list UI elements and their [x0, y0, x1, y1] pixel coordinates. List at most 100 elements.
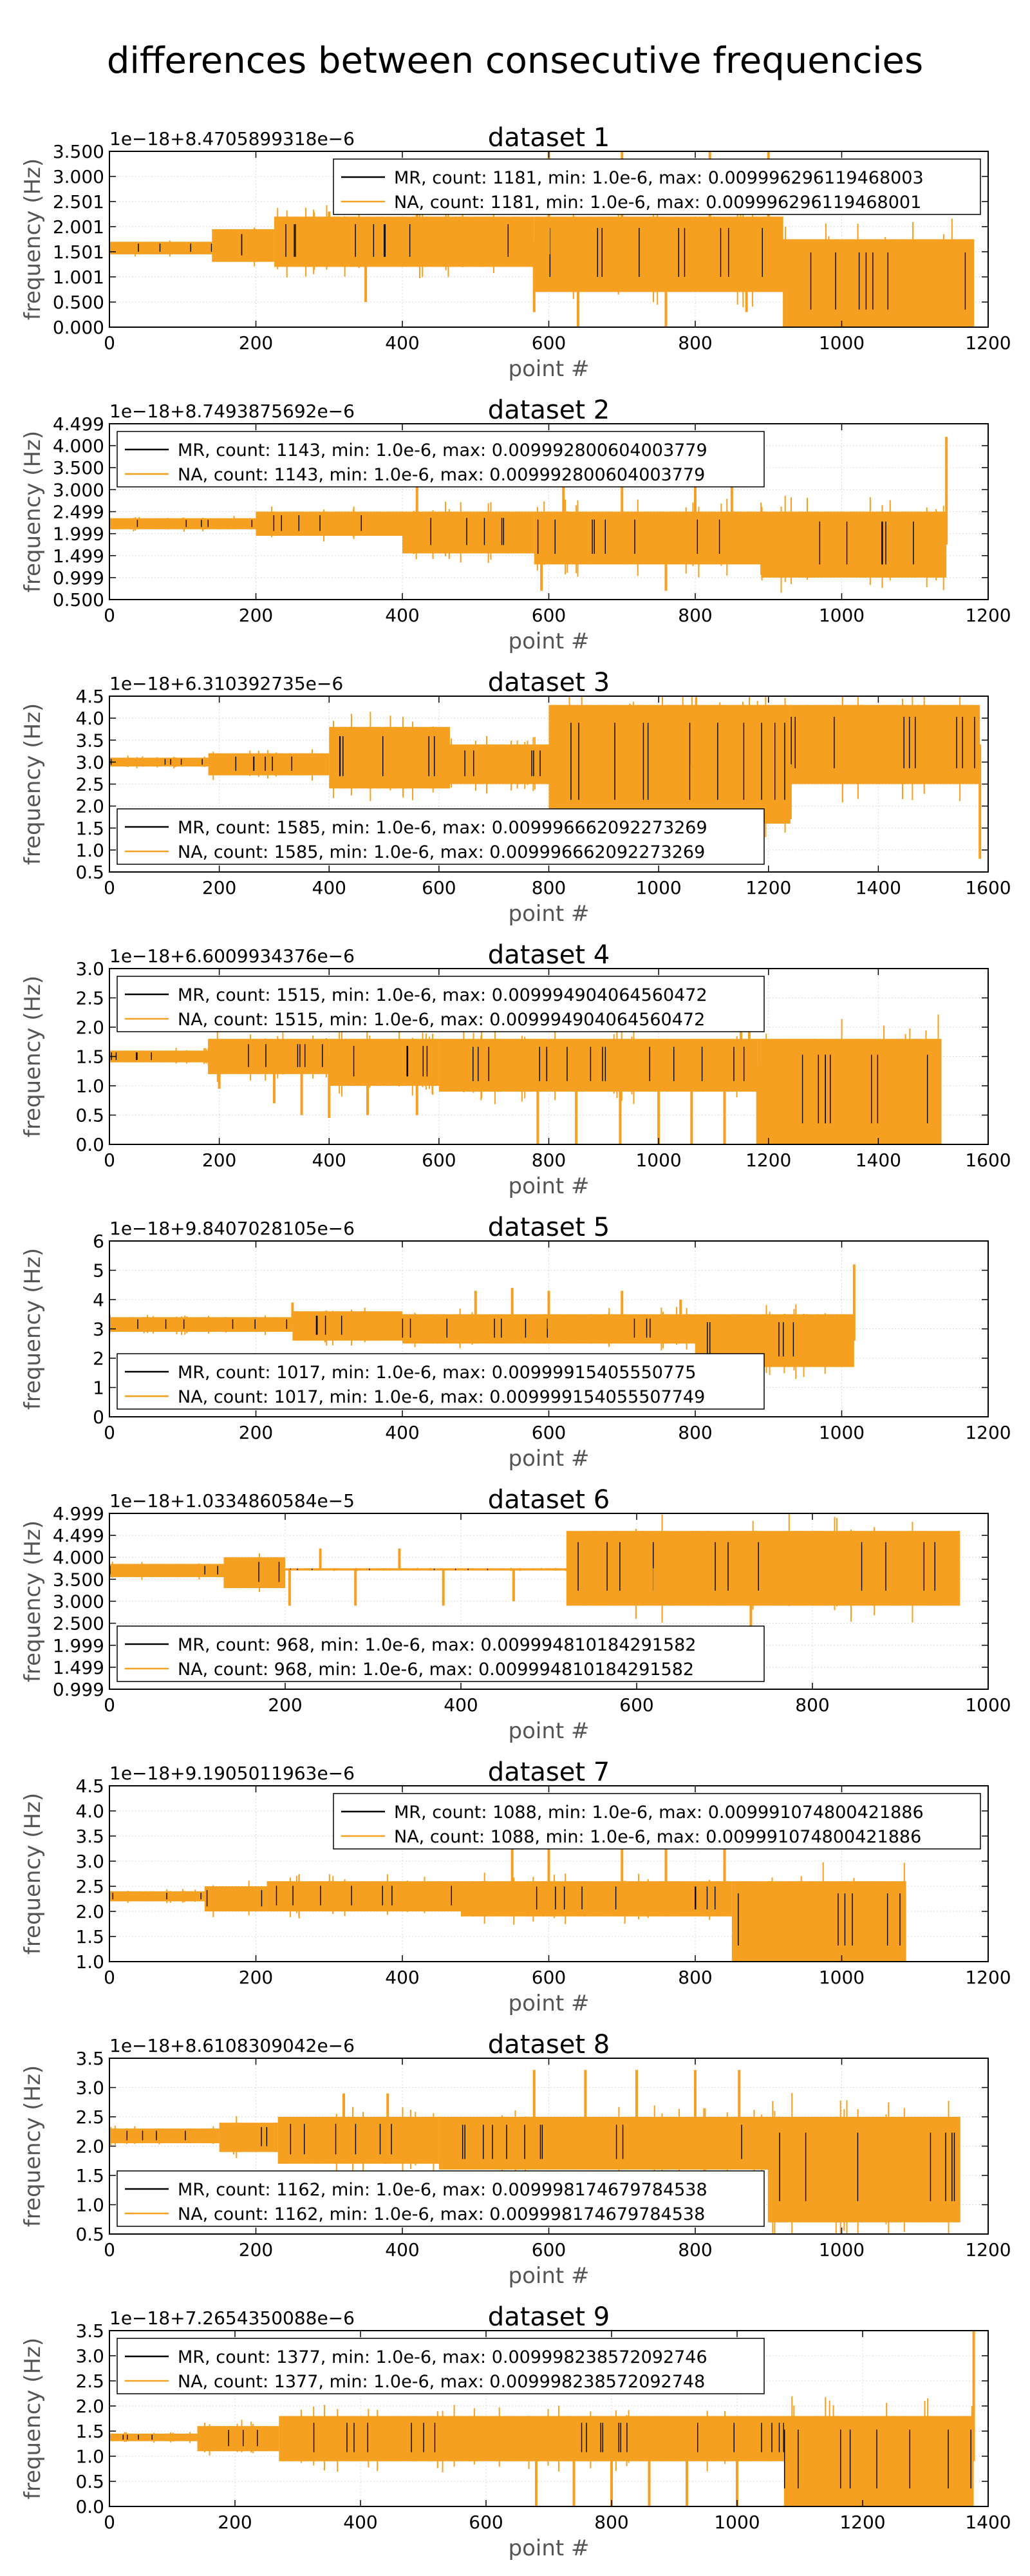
- data-band: [534, 216, 783, 292]
- y-tick-label: 0.000: [53, 317, 104, 338]
- x-tick-label: 1000: [819, 605, 865, 626]
- x-tick-label: 200: [268, 1694, 302, 1716]
- y-tick-label: 3.000: [53, 166, 104, 187]
- legend-entry-mr: MR, count: 1162, min: 1.0e-6, max: 0.009…: [178, 2180, 707, 2200]
- x-tick-label: 1000: [819, 1422, 865, 1443]
- legend-entry-na: NA, count: 968, min: 1.0e-6, max: 0.0099…: [178, 1660, 694, 1680]
- y-tick-label: 2: [93, 1348, 104, 1369]
- x-tick-label: 200: [239, 605, 273, 626]
- axis-offset-label: 1e−18+8.4705899318e−6: [109, 128, 355, 149]
- data-band: [784, 2416, 974, 2506]
- y-axis-label: frequency (Hz): [20, 703, 46, 865]
- x-tick-label: 600: [422, 1150, 456, 1171]
- y-tick-label: 1.0: [75, 840, 104, 861]
- y-tick-label: 3.5: [75, 2048, 104, 2069]
- x-tick-label: 0: [104, 2512, 115, 2533]
- y-tick-label: 0.999: [53, 567, 104, 589]
- y-tick-label: 0.5: [75, 1105, 104, 1126]
- y-tick-label: 0.5: [75, 2471, 104, 2492]
- legend-entry-mr: MR, count: 1377, min: 1.0e-6, max: 0.009…: [178, 2347, 707, 2367]
- legend-box: [117, 2170, 765, 2227]
- legend-entry-na: NA, count: 1143, min: 1.0e-6, max: 0.009…: [178, 465, 705, 485]
- y-axis-label: frequency (Hz): [20, 1793, 46, 1955]
- x-tick-label: 200: [239, 1422, 273, 1443]
- x-tick-label: 1200: [839, 2512, 885, 2533]
- y-tick-label: 1.5: [75, 1926, 104, 1947]
- x-tick-label: 800: [678, 1422, 712, 1443]
- y-tick-label: 1.999: [53, 1635, 104, 1656]
- data-band: [731, 1881, 906, 1962]
- y-tick-label: 0.0: [75, 2496, 104, 2517]
- y-tick-label: 1.5: [75, 2165, 104, 2186]
- y-tick-label: 3.5: [75, 2320, 104, 2342]
- legend-entry-mr: MR, count: 1515, min: 1.0e-6, max: 0.009…: [178, 985, 707, 1005]
- axis-offset-label: 1e−18+9.1905011963e−6: [109, 1763, 355, 1784]
- x-tick-label: 400: [312, 1150, 346, 1171]
- series-na-line: [109, 2070, 960, 2234]
- x-tick-label: 0: [104, 1422, 115, 1443]
- series-na-line: [109, 1846, 906, 1962]
- x-tick-label: 0: [104, 1967, 115, 1988]
- x-axis-label: point #: [508, 2535, 589, 2561]
- legend: MR, count: 1143, min: 1.0e-6, max: 0.009…: [117, 431, 765, 488]
- chart-panel-5: 0 200 400 600 800 1000 1200 0 1 2 3 4 5 61e−18+9.8407…: [20, 1213, 1011, 1472]
- y-tick-label: 3: [93, 1319, 104, 1340]
- x-tick-label: 600: [532, 1422, 566, 1443]
- x-tick-label: 800: [532, 877, 566, 898]
- y-tick-label: 3.5: [75, 730, 104, 751]
- data-band: [109, 1564, 224, 1577]
- x-tick-label: 0: [104, 2239, 115, 2260]
- y-tick-label: 3.0: [75, 1851, 104, 1872]
- y-tick-label: 1.0: [75, 2446, 104, 2467]
- x-tick-label: 1400: [965, 2512, 1011, 2533]
- y-tick-label: 2.001: [53, 216, 104, 238]
- y-tick-label: 4.0: [75, 708, 104, 729]
- y-tick-label: 3.500: [53, 457, 104, 478]
- chart-title: dataset 6: [488, 1485, 610, 1515]
- legend-entry-mr: MR, count: 1585, min: 1.0e-6, max: 0.009…: [178, 818, 707, 838]
- series-na-line: [109, 1513, 960, 1681]
- chart-title: dataset 7: [488, 1757, 610, 1787]
- x-tick-label: 0: [104, 332, 115, 354]
- legend: MR, count: 1585, min: 1.0e-6, max: 0.009…: [117, 808, 765, 865]
- x-tick-label: 800: [532, 1150, 566, 1171]
- data-band: [109, 1891, 205, 1902]
- x-tick-label: 1200: [965, 605, 1011, 626]
- x-tick-label: 400: [385, 2239, 419, 2260]
- x-tick-label: 800: [678, 605, 712, 626]
- y-tick-label: 4.5: [75, 686, 104, 707]
- y-tick-label: 0.999: [53, 1679, 104, 1700]
- chart-panel-7: 0 200 400 600 800 1000 1200 1.0 1.5 2.0 2.5 3.0 3.5 4…: [20, 1757, 1011, 2016]
- x-tick-label: 200: [239, 332, 273, 354]
- chart-panel-6: 0 200 400 600 800 1000 0.9991.4991.9992.5003.0…: [20, 1485, 1011, 1744]
- x-tick-label: 600: [532, 605, 566, 626]
- legend-entry-na: NA, count: 1377, min: 1.0e-6, max: 0.009…: [178, 2372, 705, 2392]
- y-tick-label: 0.500: [53, 589, 104, 611]
- x-tick-label: 1000: [819, 332, 865, 354]
- y-axis-label: frequency (Hz): [20, 976, 46, 1137]
- series-na-line: [109, 437, 948, 593]
- x-tick-label: 1200: [745, 1150, 791, 1171]
- legend-box: [117, 976, 765, 1032]
- legend-entry-mr: MR, count: 1143, min: 1.0e-6, max: 0.009…: [178, 440, 707, 460]
- y-tick-label: 2.5: [75, 988, 104, 1009]
- legend: MR, count: 1377, min: 1.0e-6, max: 0.009…: [117, 2338, 765, 2394]
- chart-panel-2: 0 200 400 600 800 1000 1200 0.5000.9991.4991.99…: [20, 395, 1011, 654]
- chart-title: dataset 3: [488, 668, 610, 697]
- x-tick-label: 0: [104, 877, 115, 898]
- x-axis-label: point #: [508, 356, 589, 382]
- y-tick-label: 2.0: [75, 2136, 104, 2157]
- y-tick-label: 4.0: [75, 1801, 104, 1822]
- y-tick-label: 3.0: [75, 2345, 104, 2367]
- legend-box: [333, 1793, 981, 1850]
- y-axis-label: frequency (Hz): [20, 431, 46, 592]
- x-tick-label: 1000: [819, 2239, 865, 2260]
- y-tick-label: 3.500: [53, 141, 104, 162]
- y-tick-label: 6: [93, 1231, 104, 1252]
- chart-panel-3: 0 200 400 600 800 1000 1200 1400 16000.51.01.52.…: [20, 668, 1011, 927]
- data-band: [109, 1317, 293, 1332]
- y-tick-label: 2.5: [75, 1876, 104, 1897]
- data-band: [566, 1531, 812, 1606]
- x-tick-label: 400: [312, 877, 346, 898]
- y-tick-label: 0.5: [75, 862, 104, 883]
